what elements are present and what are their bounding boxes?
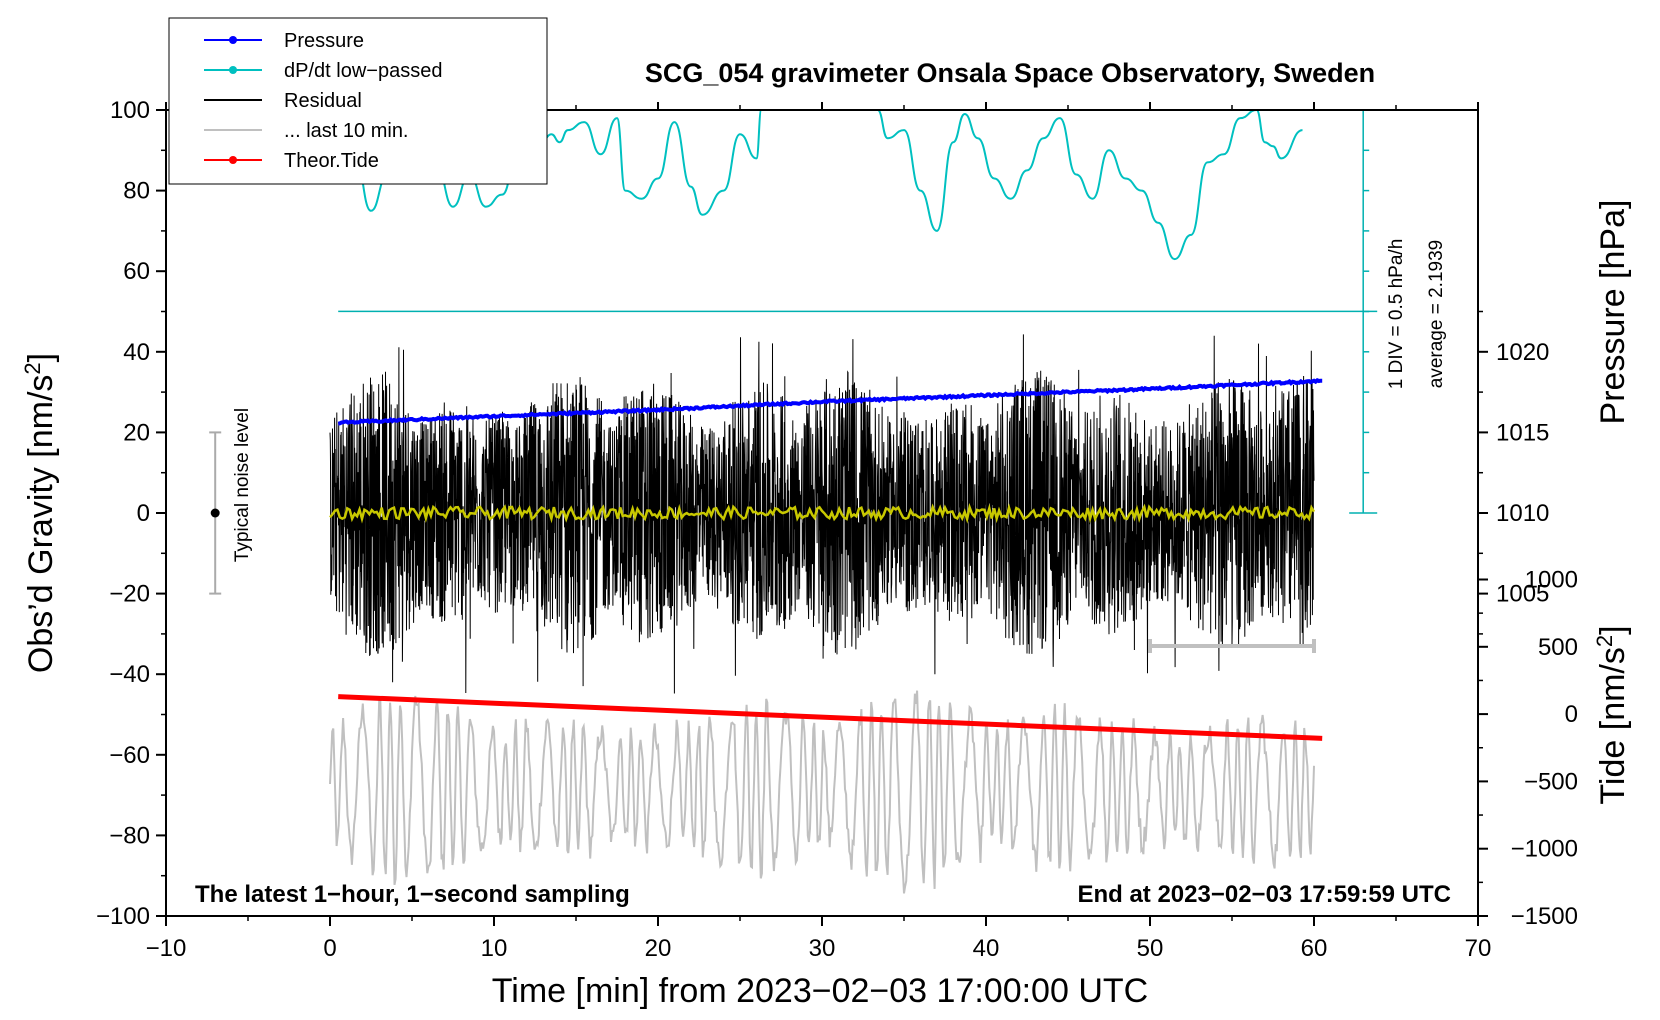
x-tick-label: 0 [323,935,336,962]
y-axis-title-tide-sup: 2 [1592,635,1617,647]
legend-marker-1 [229,66,237,74]
y-tick-label: −60 [109,742,150,769]
chart-title: SCG_054 gravimeter Onsala Space Observat… [645,58,1375,88]
y-tick-label: −40 [109,661,150,688]
y-tick-label: −80 [109,822,150,849]
dpdt-div-label: 1 DIV = 0.5 hPa/h [1386,239,1407,390]
legend-label-1: dP/dt low−passed [284,60,442,82]
dpdt-average-label: average = 2.1939 [1426,240,1447,388]
noise-level-label: Typical noise level [232,408,253,562]
x-tick-label: 10 [481,935,508,962]
legend-label-0: Pressure [284,30,364,52]
x-tick-label: −10 [146,935,187,962]
annotation-end-time: End at 2023−02−03 17:59:59 UTC [1077,881,1451,908]
tide-tick-label: −1000 [1511,836,1578,863]
y-axis-title-gravity: Obs’d Gravity [nm/s2] [20,353,60,673]
tide-tick-label: −500 [1524,768,1578,795]
y-axis-title-tide-end: ] [1594,625,1632,634]
y-tick-label: 40 [123,339,150,366]
gravimeter-chart: −10 0 10 20 30 40 50 60 70−100−80−60−40−20020406… [0,0,1660,1020]
x-tick-label: 20 [645,935,672,962]
y-tick-label: −20 [109,581,150,608]
y-tick-label: 60 [123,258,150,285]
y-axis-title-tide: Tide [nm/s2] [1592,625,1632,804]
x-tick-label: 60 [1301,935,1328,962]
annotation-sampling: The latest 1−hour, 1−second sampling [195,881,630,908]
x-axis-title: Time [min] from 2023−02−03 17:00:00 UTC [492,972,1148,1010]
tide-tick-label: −1500 [1511,903,1578,930]
y-axis-title-gravity-main: Obs’d Gravity [nm/s [22,375,60,674]
legend: Pressure dP/dt low−passed Residual ... last… [169,18,547,184]
x-tick-label: 30 [809,935,836,962]
y-axis-title-pressure: Pressure [hPa] [1594,200,1632,425]
y-tick-label: 80 [123,178,150,205]
y-tick-label: 0 [137,500,150,527]
y-tick-label: 20 [123,419,150,446]
pressure-tick-label: 1010 [1496,500,1549,527]
y-axis-title-tide-main: Tide [nm/s [1594,647,1632,804]
legend-label-3: ... last 10 min. [284,120,409,142]
y-axis-title-gravity-sup: 2 [20,362,45,374]
legend-label-4: Theor.Tide [284,150,379,172]
noise-bar-point [211,509,220,518]
y-axis-title-gravity-end: ] [22,353,60,362]
x-tick-label: 70 [1465,935,1492,962]
y-tick-label: 100 [110,97,150,124]
y-tick-label: −100 [96,903,150,930]
tide-tick-label: 0 [1565,701,1578,728]
x-tick-label: 40 [973,935,1000,962]
pressure-tick-label: 1015 [1496,419,1549,446]
legend-marker-4 [229,156,237,164]
pressure-tick-label: 1020 [1496,339,1549,366]
legend-label-2: Residual [284,90,362,112]
x-tick-label: 50 [1137,935,1164,962]
tide-tick-label: 1000 [1525,566,1578,593]
tide-tick-label: 500 [1538,634,1578,661]
legend-marker-0 [229,36,237,44]
